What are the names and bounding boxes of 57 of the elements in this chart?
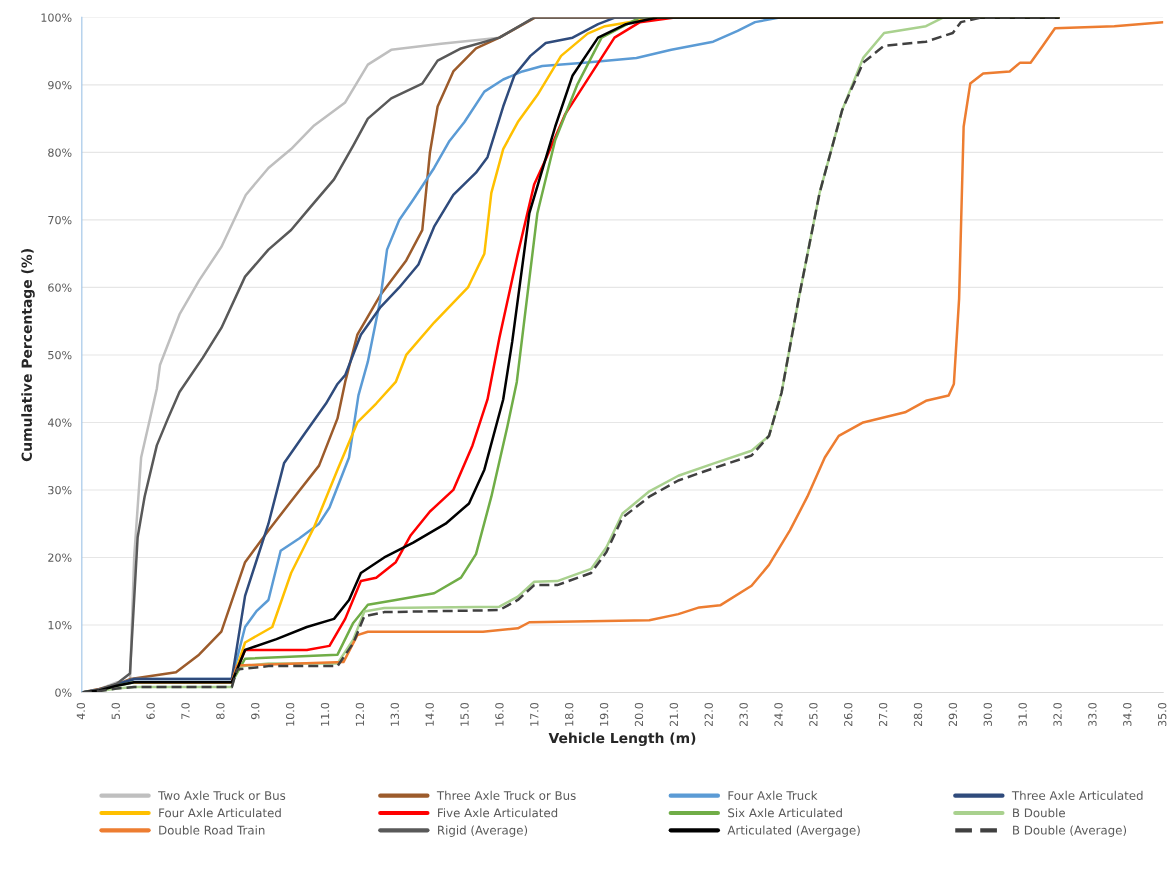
legend-label: Four Axle Articulated: [159, 808, 281, 818]
x-tick-label: 28.0: [913, 702, 923, 727]
legend-label: Three Axle Truck or Bus: [436, 790, 576, 800]
x-tick-label: 18.0: [564, 702, 574, 726]
x-axis-title: Vehicle Length (m): [548, 732, 696, 747]
y-tick-label: 70%: [48, 215, 72, 225]
x-tick-label: 23.0: [739, 702, 748, 727]
x-tick-label: 5.0: [111, 702, 120, 719]
x-tick-label: 19.0: [599, 702, 609, 726]
legend-label: Five Axle Articulated: [438, 808, 558, 818]
x-tick-label: 14.0: [425, 702, 434, 726]
y-tick-label: 10%: [48, 620, 72, 630]
legend-label: Two Axle Truck or Bus: [158, 790, 286, 800]
x-tick-label: 9.0: [251, 702, 260, 720]
y-tick-label: 50%: [48, 350, 72, 360]
legend-label: B Double (Average): [1013, 825, 1127, 837]
x-tick-label: 34.0: [1123, 702, 1132, 727]
x-tick-label: 4.0: [76, 702, 86, 720]
y-axis-title: Cumulative Percentage (%): [21, 249, 35, 462]
x-tick-label: 33.0: [1088, 702, 1097, 727]
legend-label: Six Axle Articulated: [728, 808, 842, 818]
y-tick-label: 20%: [48, 553, 72, 562]
y-tick-label: 60%: [48, 283, 72, 292]
y-tick-label: 40%: [47, 418, 72, 427]
x-tick-label: 10.0: [285, 702, 295, 726]
legend-label: Four Axle Truck: [728, 790, 818, 800]
x-tick-label: 8.0: [216, 702, 225, 720]
x-tick-label: 22.0: [704, 702, 713, 727]
x-tick-label: 20.0: [634, 702, 644, 727]
x-tick-label: 26.0: [844, 702, 853, 727]
x-tick-label: 25.0: [809, 702, 818, 727]
legend-label: Rigid (Average): [438, 825, 528, 837]
x-tick-label: 21.0: [669, 702, 679, 727]
x-tick-label: 11.0: [320, 702, 330, 726]
x-tick-label: 30.0: [983, 702, 992, 727]
x-tick-label: 13.0: [390, 702, 399, 726]
legend-label: B Double: [1013, 808, 1065, 818]
y-tick-label: 0%: [55, 688, 72, 697]
x-tick-label: 29.0: [948, 702, 958, 727]
y-tick-label: 30%: [48, 485, 72, 495]
x-tick-label: 15.0: [460, 702, 469, 726]
x-tick-label: 17.0: [530, 702, 539, 726]
x-tick-label: 7.0: [181, 702, 190, 719]
y-tick-label: 80%: [48, 148, 72, 157]
x-tick-label: 24.0: [774, 702, 783, 727]
legend-label: Double Road Train: [159, 825, 265, 835]
x-tick-label: 31.0: [1018, 702, 1027, 727]
x-tick-label: 35.0: [1157, 702, 1167, 727]
legend-label: Three Axle Articulated: [1011, 790, 1143, 800]
y-tick-label: 90%: [48, 80, 72, 90]
y-tick-label: 100%: [41, 13, 72, 22]
x-tick-label: 12.0: [355, 702, 365, 726]
legend-label: Articulated (Avergage): [727, 825, 860, 837]
x-tick-label: 32.0: [1053, 702, 1062, 727]
x-tick-label: 16.0: [495, 702, 504, 726]
x-tick-label: 6.0: [146, 702, 155, 720]
x-tick-label: 27.0: [878, 702, 888, 727]
